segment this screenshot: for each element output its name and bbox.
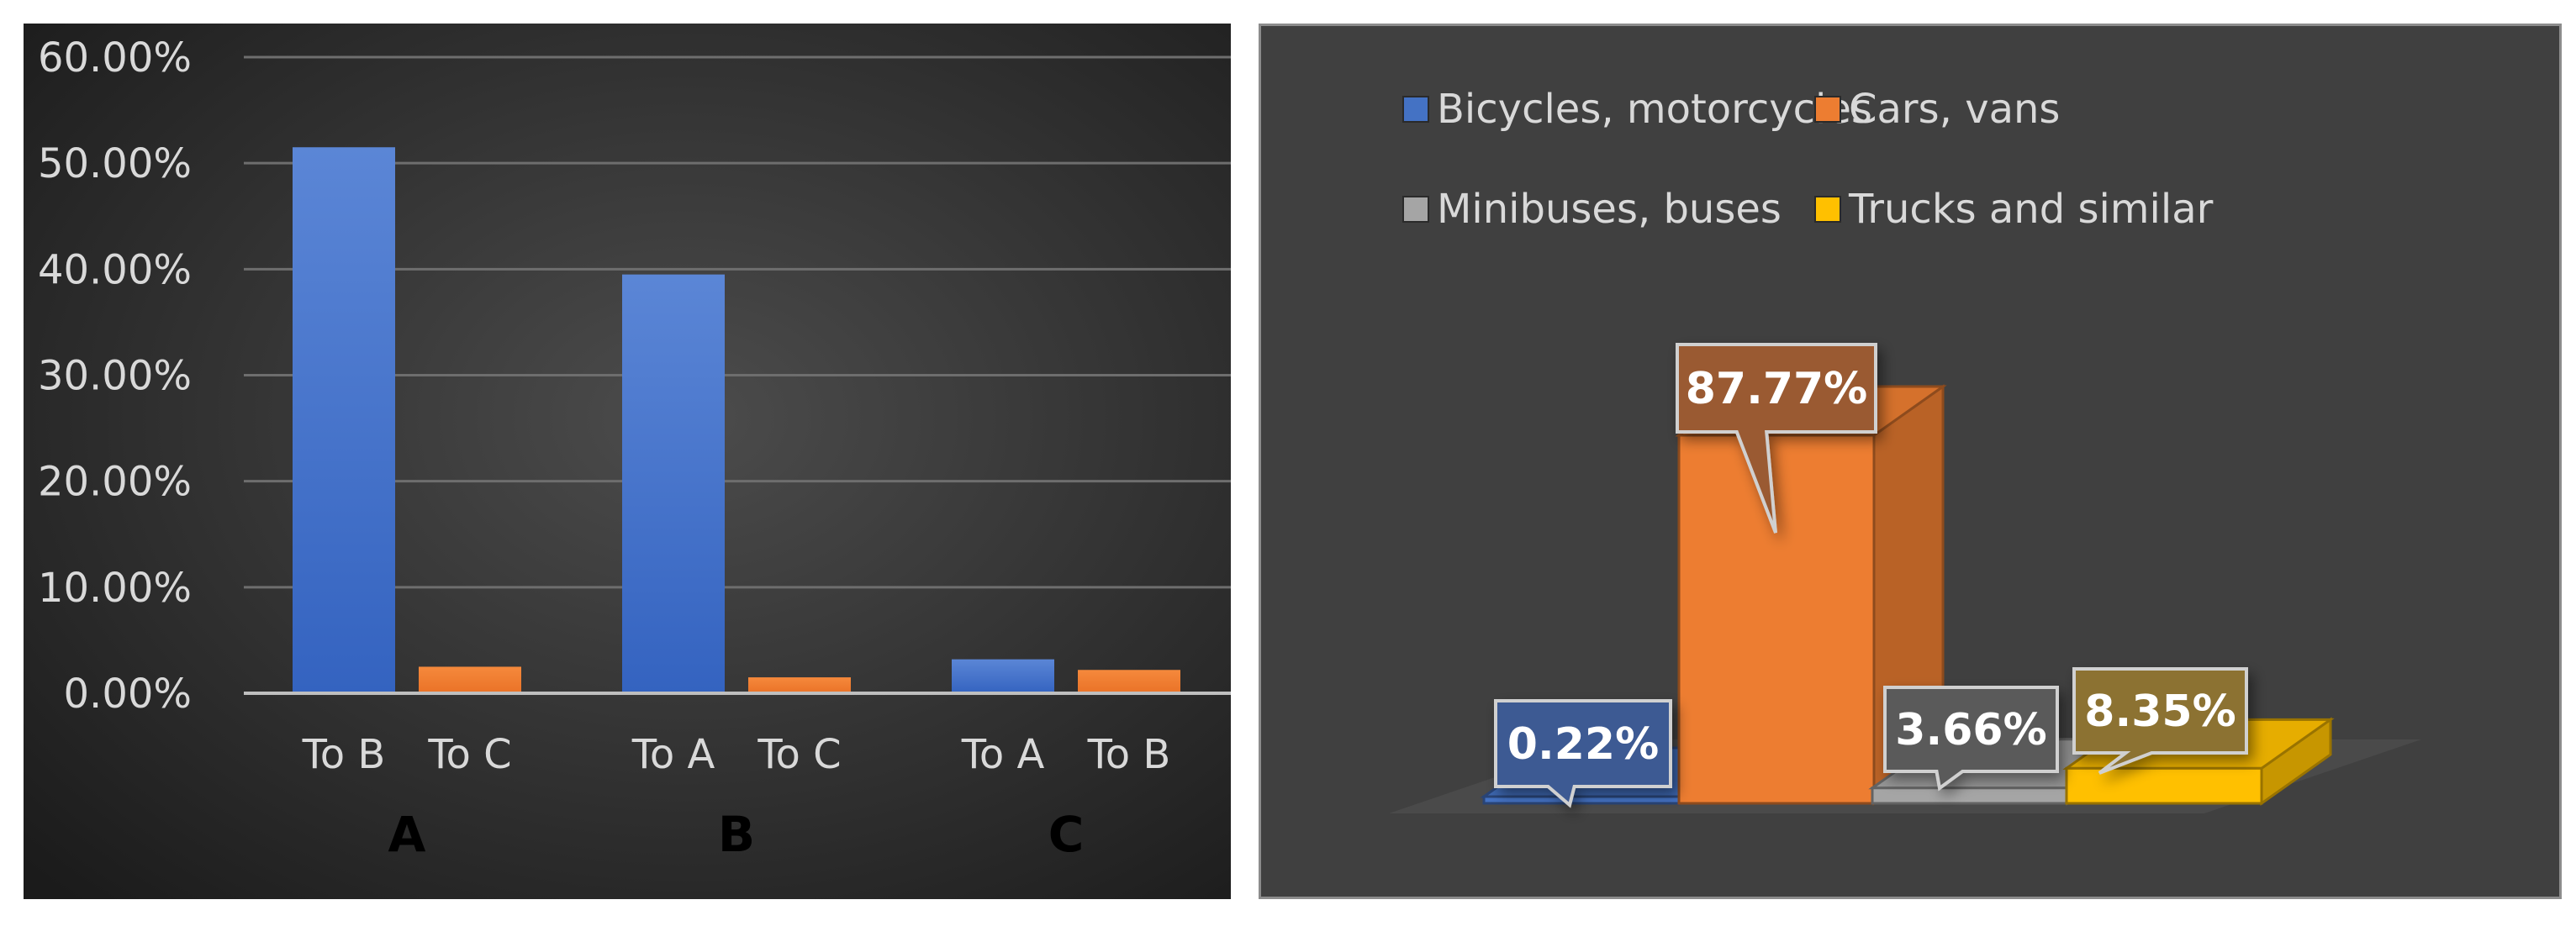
x-tick-label: To C [427, 731, 511, 778]
bar-a-to-b [293, 147, 395, 693]
x-tick-label: To B [1087, 731, 1171, 778]
bar-b-to-a [622, 274, 725, 693]
legend-swatch [1814, 96, 1841, 123]
x-tick-label: To C [757, 731, 841, 778]
x-tick-label: To A [631, 731, 715, 778]
y-tick-label: 40.00% [38, 246, 192, 293]
data-label-callout [1494, 699, 1672, 808]
bar-b-to-c [748, 677, 851, 693]
legend-label: Minibuses, buses [1437, 186, 1782, 233]
callout-box [2072, 667, 2248, 775]
data-label: 0.22% [1507, 719, 1659, 770]
bar-front [2065, 766, 2263, 805]
legend-label: Cars, vans [1849, 86, 2060, 133]
left-gridlines [244, 55, 1231, 589]
legend-label: Trucks and similar [1848, 186, 2214, 233]
y-tick-label: 10.00% [38, 565, 192, 612]
bar-front [1677, 434, 1876, 805]
bar-c-to-b [1078, 670, 1180, 693]
data-label-callout [2072, 667, 2248, 775]
x-tick-label: To B [302, 731, 386, 778]
legend-swatch [1814, 196, 1841, 223]
data-label-callout [1676, 343, 1877, 534]
y-tick-label: 20.00% [38, 459, 192, 506]
legend-swatch [1402, 96, 1429, 123]
legend-label: Bicycles, motorcycles [1437, 86, 1872, 133]
bar-a-to-c [419, 666, 521, 693]
legend-swatch [1402, 196, 1429, 223]
bar-front [1482, 795, 1681, 805]
callout-box [1676, 343, 1877, 534]
y-tick-label: 0.00% [64, 671, 192, 718]
bar-c-to-a [952, 659, 1054, 693]
data-label: 8.35% [2084, 687, 2236, 737]
bar-front [1871, 787, 2069, 805]
right-data-labels: 0.22% 87.77% 3.66% 8.35% [1494, 343, 2248, 808]
left-bars [293, 147, 1180, 693]
left-y-axis: 0.00% 10.00% 20.00% 30.00% 40.00% 50.00% 60.00… [38, 34, 192, 718]
data-label: 87.77% [1686, 364, 1868, 414]
group-label: A [388, 806, 426, 863]
y-tick-label: 30.00% [38, 353, 192, 400]
group-label: B [718, 806, 755, 863]
callout-box [1883, 686, 2059, 792]
y-tick-label: 60.00% [38, 34, 192, 82]
y-tick-label: 50.00% [38, 140, 192, 187]
data-label-callout [1883, 686, 2059, 792]
left-chart: 0.00% 10.00% 20.00% 30.00% 40.00% 50.00% 60.00… [24, 24, 1231, 899]
group-label: C [1048, 806, 1085, 863]
data-label: 3.66% [1895, 705, 2046, 755]
callout-box [1494, 699, 1672, 808]
x-tick-label: To A [961, 731, 1045, 778]
